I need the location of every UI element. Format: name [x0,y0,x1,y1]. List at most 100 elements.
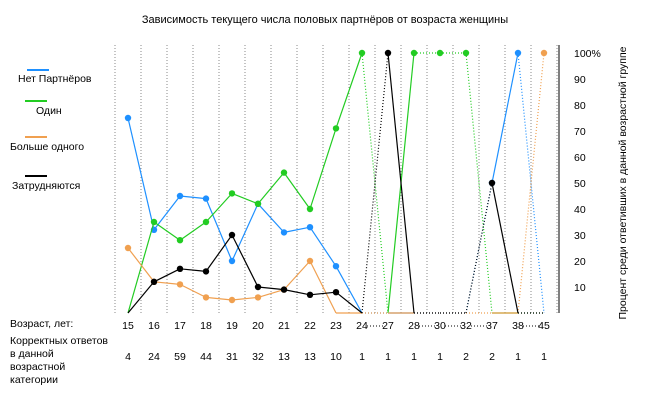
series-segment [153,221,181,241]
series-segment [205,234,233,272]
y-tick-label: 10 [574,282,586,294]
series-segment [283,289,311,296]
series-segment [335,265,363,314]
series-segment [309,260,337,314]
data-point [332,289,340,296]
y-tick-label: 80 [574,100,586,112]
data-point [410,49,418,57]
chart-title: Зависимость текущего числа половых партн… [141,14,509,26]
data-point [202,218,210,226]
count-value: 24 [148,351,160,363]
count-value: 1 [359,351,365,363]
x-tick-label: 18 [200,320,212,332]
data-point [488,179,496,187]
data-point [280,169,288,176]
data-point [280,229,288,236]
series-segment [205,198,233,262]
x-tick-label: 27 [382,320,394,332]
count-value: 1 [411,351,417,363]
legend-label-more-than-one: Больше одного [10,141,85,153]
x-tick-label: 20 [252,320,264,332]
series-segment [231,296,259,301]
series-segment [283,226,311,233]
legend-swatch-more-than-one [25,136,47,138]
data-point [228,296,236,304]
count-value: 31 [226,351,238,363]
counts-row-label: Корректных ответов в данной возрастной к… [10,335,108,386]
series-segment [335,291,363,314]
series-segment [387,52,415,314]
legend-swatch-unsure [25,175,47,177]
legend-label-no-partners: Нет Партнёров [18,73,92,85]
x-tick-label: 15 [122,320,134,332]
data-point [176,265,184,272]
series-segment [231,192,259,205]
data-point [384,49,392,57]
data-point [202,294,210,301]
x-tick-label: 21 [278,320,290,332]
x-tick-label: 30 [434,320,446,332]
series-segment [283,172,311,210]
x-tick-label: 22 [304,320,316,332]
x-tick-label: 32 [460,320,472,332]
count-value: 1 [385,351,391,363]
x-tick-label: 17 [174,320,186,332]
data-point [514,49,522,57]
data-point [358,49,366,57]
y-tick-label: 60 [574,152,586,164]
y-tick-label: 90 [574,74,586,86]
data-point [202,195,210,202]
series-segment [127,117,155,230]
series-segment [257,203,285,233]
data-point [150,218,158,226]
series-segment [205,296,233,301]
data-point [280,286,288,293]
count-value: 2 [463,351,469,363]
x-tick-label: 28 [408,320,420,332]
data-point [176,192,184,200]
series-segment [257,289,285,298]
legend-label-unsure: Затрудняются [12,180,81,192]
x-tick-label: 23 [330,320,342,332]
data-point [462,49,470,57]
data-point [436,49,444,57]
y-tick-label: 100% [574,48,601,60]
series-segment [205,192,233,223]
x-tick-label: 37 [486,320,498,332]
data-point [254,283,262,291]
series-segment [231,203,259,262]
data-point [176,237,184,244]
series-segment [283,260,311,291]
data-point [306,257,314,265]
series-segment [257,172,285,205]
data-point [124,114,132,122]
series-segment [153,195,181,231]
series-segment [127,221,155,314]
series-segment [179,221,207,241]
series-segment [335,52,363,129]
series-segment [179,268,207,272]
series-segment [309,128,337,210]
data-point [540,49,548,57]
data-point [306,205,314,213]
series-segment [491,52,519,184]
series-segment [153,268,181,283]
data-point [332,125,340,132]
y-tick-label: 40 [574,204,586,216]
series-segment [231,234,259,288]
count-value: 13 [278,351,290,363]
legend-swatch-no-partners [27,69,49,71]
series-segment [257,286,285,291]
series-segment [179,283,207,298]
series-segment [127,281,155,314]
count-value: 2 [489,351,495,363]
count-value: 32 [252,351,264,363]
legend-label-one: Один [36,105,62,117]
data-point [254,294,262,301]
data-point [332,263,340,270]
data-point [228,190,236,197]
count-value: 44 [200,351,212,363]
count-value: 1 [515,351,521,363]
